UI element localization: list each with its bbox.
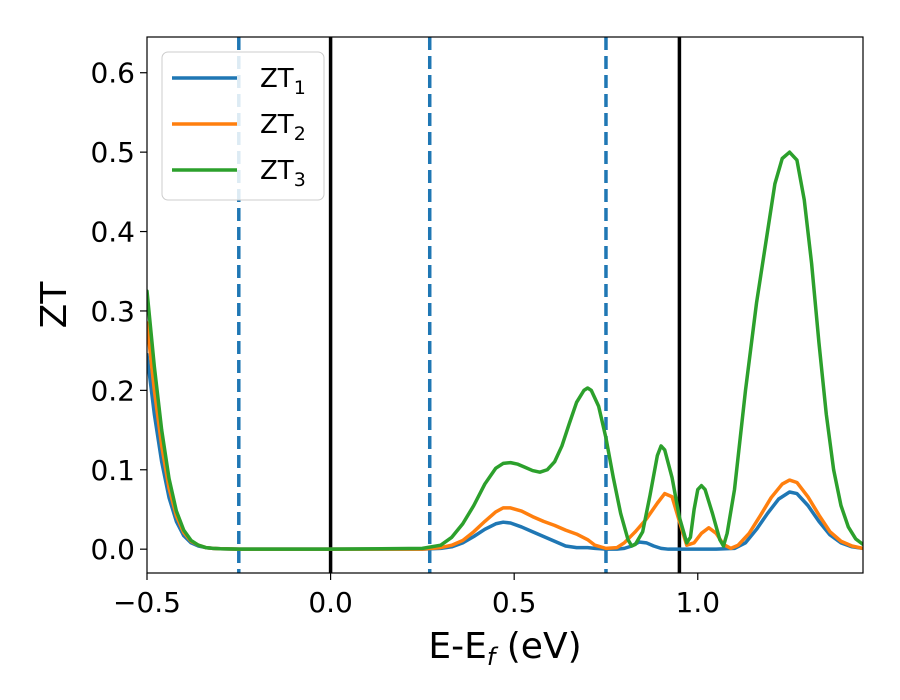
x-tick-label: 0.0 xyxy=(308,586,353,619)
legend: ZT1 ZT2 ZT3 xyxy=(161,51,325,201)
y-axis-label: ZT xyxy=(34,281,75,329)
y-tick-label: 0.2 xyxy=(90,374,135,407)
y-tick-label: 0.0 xyxy=(90,533,135,566)
y-tick-label: 0.4 xyxy=(90,216,135,249)
x-tick-label: 1.0 xyxy=(676,586,721,619)
y-tick-label: 0.3 xyxy=(90,295,135,328)
y-tick-label: 0.6 xyxy=(90,57,135,90)
x-axis-label-unit: (eV) xyxy=(495,626,581,667)
y-axis: 0.0 0.1 0.2 0.3 0.4 0.5 0.6 xyxy=(90,57,147,566)
legend-label-zt2: ZT2 xyxy=(260,110,306,145)
legend-box xyxy=(161,51,325,201)
series-lines xyxy=(147,150,863,551)
legend-label-zt1: ZT1 xyxy=(260,64,306,99)
y-tick-label: 0.1 xyxy=(90,454,135,487)
x-axis-label-main: E-E xyxy=(428,626,486,667)
reference-lines xyxy=(237,37,682,573)
x-axis: −0.5 0.0 0.5 1.0 xyxy=(113,573,720,619)
y-tick-label: 0.5 xyxy=(90,136,135,169)
series-line-zt3 xyxy=(147,150,863,551)
legend-label-zt3: ZT3 xyxy=(260,156,306,191)
x-tick-label: 0.5 xyxy=(492,586,537,619)
x-axis-label: E-Ef (eV) xyxy=(428,626,581,671)
x-tick-label: −0.5 xyxy=(113,586,181,619)
plot-frame xyxy=(146,36,864,574)
